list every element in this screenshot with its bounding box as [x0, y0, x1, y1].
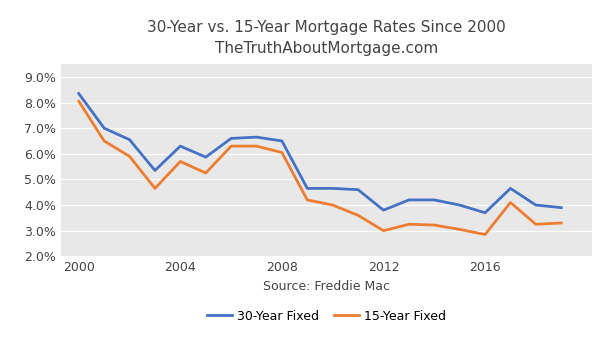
- 15-Year Fixed: [329, 203, 336, 207]
- 30-Year Fixed: [329, 186, 336, 190]
- 15-Year Fixed: [278, 150, 285, 155]
- 15-Year Fixed: [177, 159, 184, 164]
- 30-Year Fixed: [481, 211, 489, 215]
- X-axis label: Source: Freddie Mac: Source: Freddie Mac: [263, 280, 390, 293]
- 15-Year Fixed: [202, 171, 209, 175]
- 15-Year Fixed: [405, 222, 412, 226]
- 15-Year Fixed: [456, 227, 464, 231]
- 30-Year Fixed: [380, 208, 387, 212]
- Line: 15-Year Fixed: 15-Year Fixed: [79, 101, 561, 235]
- 30-Year Fixed: [126, 137, 133, 142]
- 30-Year Fixed: [532, 203, 539, 207]
- Legend: 30-Year Fixed, 15-Year Fixed: 30-Year Fixed, 15-Year Fixed: [202, 305, 451, 328]
- 30-Year Fixed: [101, 126, 108, 130]
- Line: 30-Year Fixed: 30-Year Fixed: [79, 94, 561, 213]
- 30-Year Fixed: [431, 198, 438, 202]
- 30-Year Fixed: [202, 155, 209, 159]
- Title: 30-Year vs. 15-Year Mortgage Rates Since 2000
TheTruthAboutMortgage.com: 30-Year vs. 15-Year Mortgage Rates Since…: [147, 20, 506, 56]
- 15-Year Fixed: [151, 186, 159, 190]
- 15-Year Fixed: [304, 198, 311, 202]
- 30-Year Fixed: [354, 188, 362, 192]
- 15-Year Fixed: [481, 232, 489, 237]
- 30-Year Fixed: [278, 139, 285, 143]
- 30-Year Fixed: [75, 91, 82, 96]
- 30-Year Fixed: [304, 186, 311, 190]
- 30-Year Fixed: [558, 205, 565, 210]
- 30-Year Fixed: [456, 203, 464, 207]
- 15-Year Fixed: [126, 154, 133, 158]
- 30-Year Fixed: [507, 186, 514, 190]
- 15-Year Fixed: [253, 144, 260, 148]
- 15-Year Fixed: [228, 144, 235, 148]
- 30-Year Fixed: [228, 136, 235, 141]
- 30-Year Fixed: [405, 198, 412, 202]
- 15-Year Fixed: [532, 222, 539, 226]
- 15-Year Fixed: [380, 229, 387, 233]
- 15-Year Fixed: [75, 99, 82, 103]
- 30-Year Fixed: [151, 168, 159, 173]
- 15-Year Fixed: [101, 139, 108, 143]
- 30-Year Fixed: [177, 144, 184, 148]
- 30-Year Fixed: [253, 135, 260, 139]
- 15-Year Fixed: [558, 221, 565, 225]
- 15-Year Fixed: [507, 200, 514, 205]
- 15-Year Fixed: [354, 213, 362, 218]
- 15-Year Fixed: [431, 223, 438, 227]
